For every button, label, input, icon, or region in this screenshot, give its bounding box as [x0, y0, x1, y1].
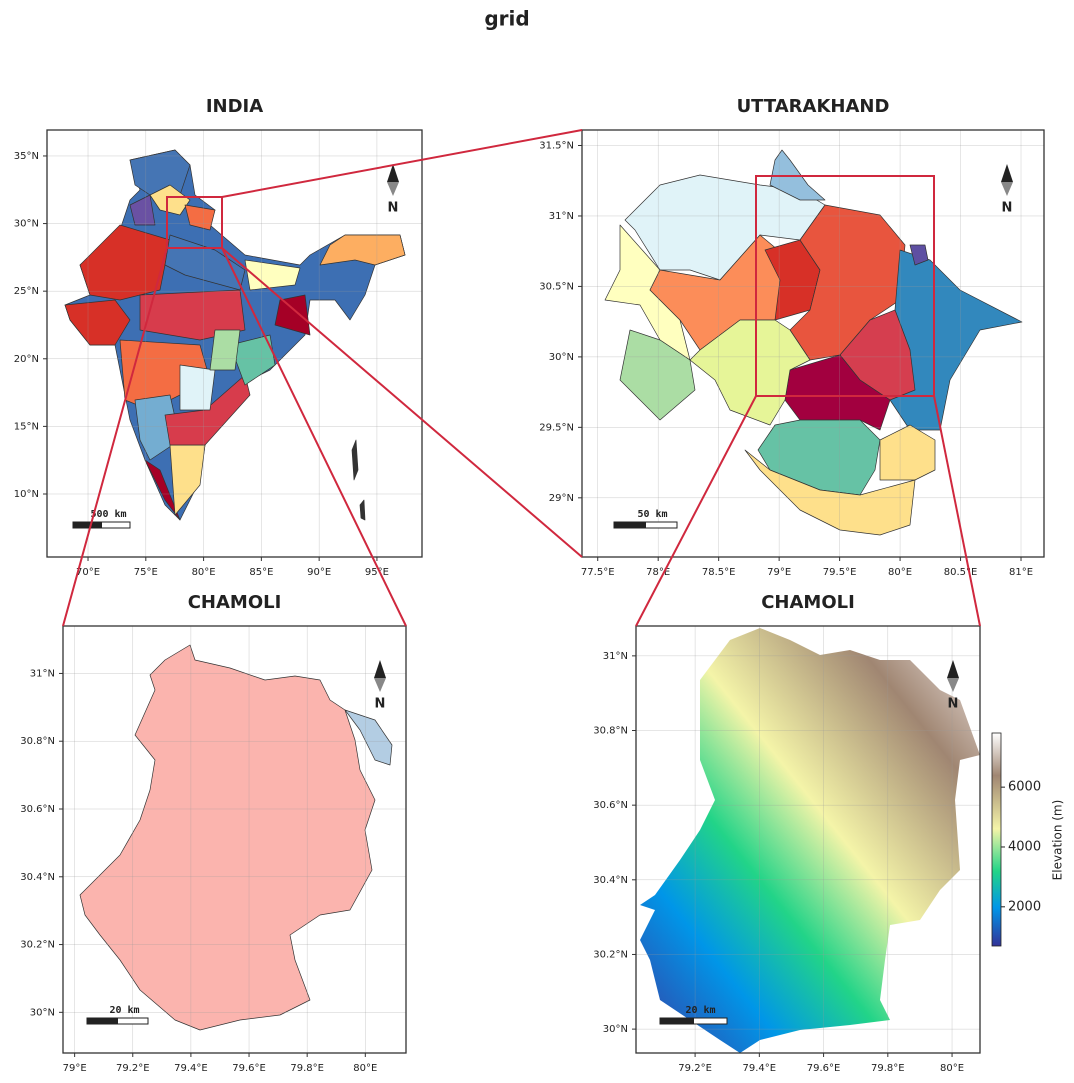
x-tick-label: 79.6°E: [232, 1063, 266, 1074]
x-tick-label: 80°E: [353, 1063, 377, 1074]
y-tick-label: 30.4°N: [20, 872, 55, 883]
panel-title: INDIA: [206, 96, 263, 117]
y-tick-label: 31.5°N: [539, 141, 574, 152]
y-tick-label: 30°N: [14, 219, 39, 230]
india-grid: 70°E 75°E 80°E 85°E 90°E 95°E 10°N 15°N 20°N 25°N…: [14, 96, 423, 578]
x-tick-label: 80°E: [888, 567, 912, 578]
x-tick-label: 85°E: [249, 567, 273, 578]
x-tick-label: 80°E: [192, 567, 216, 578]
scale-bar-light: [117, 1017, 149, 1025]
x-tick-label: 78.5°E: [702, 567, 736, 578]
chamoli-map: [79, 644, 393, 1031]
x-tick-label: 79.4°E: [174, 1063, 208, 1074]
x-tick-label: 75°E: [134, 567, 158, 578]
y-tick-label: 30.8°N: [20, 736, 55, 747]
colorbar-axis: 2000 4000 6000: [1001, 780, 1041, 914]
north-arrow-down: [947, 678, 959, 692]
north-arrow-up: [374, 660, 386, 678]
zoom-indicators: [62, 129, 981, 627]
scale-bar-dark: [72, 521, 102, 529]
x-tick-label: 70°E: [76, 567, 100, 578]
colorbar-tick-label: 6000: [1008, 780, 1041, 795]
y-tick-label: 30.2°N: [593, 949, 628, 960]
y-tick-label: 30.4°N: [593, 875, 628, 886]
panel-title: CHAMOLI: [188, 592, 282, 613]
y-tick-label: 29°N: [549, 493, 574, 504]
frame: [46, 129, 423, 558]
frame: [635, 625, 981, 1054]
x-tick-label: 79.2°E: [678, 1063, 712, 1074]
colorbar: [991, 732, 1002, 947]
chamoli-dem: [640, 628, 980, 1053]
x-tick-label: 90°E: [307, 567, 331, 578]
x-tick-label: 79.6°E: [807, 1063, 841, 1074]
north-arrow-up: [947, 660, 959, 678]
y-tick-label: 30.5°N: [539, 281, 574, 292]
y-tick-label: 20°N: [14, 354, 39, 365]
scale-bar-light: [645, 521, 678, 529]
colorbar-tick-label: 4000: [1008, 839, 1041, 854]
scale-bar-label: 20 km: [109, 1005, 139, 1016]
y-tick-label: 35°N: [14, 151, 39, 162]
india-map: [64, 149, 406, 521]
y-tick-label: 30°N: [549, 352, 574, 363]
colorbar-tick-label: 2000: [1008, 899, 1041, 914]
frame: [62, 625, 407, 1054]
y-tick-label: 31°N: [549, 211, 574, 222]
scale-bar-label: 500 km: [90, 509, 126, 520]
scale-bar-dark: [86, 1017, 118, 1025]
x-tick-label: 80°E: [940, 1063, 964, 1074]
x-tick-label: 79.8°E: [290, 1063, 324, 1074]
north-label: N: [388, 201, 399, 216]
x-tick-label: 95°E: [365, 567, 389, 578]
scale-bar-dark: [659, 1017, 694, 1025]
x-tick-label: 79°E: [63, 1063, 87, 1074]
north-arrow-down: [387, 182, 399, 196]
y-tick-label: 30.6°N: [593, 800, 628, 811]
figure-title: grid: [484, 7, 529, 31]
y-tick-label: 30°N: [30, 1007, 55, 1018]
y-tick-label: 30.8°N: [593, 726, 628, 737]
uttarakhand-map: [604, 149, 1023, 536]
north-arrow-up: [387, 164, 399, 182]
panel-title: CHAMOLI: [761, 592, 855, 613]
y-tick-label: 30.2°N: [20, 940, 55, 951]
x-tick-label: 79.2°E: [116, 1063, 150, 1074]
scale-bar-label: 20 km: [685, 1005, 715, 1016]
y-tick-label: 31°N: [30, 668, 55, 679]
frame: [581, 129, 1045, 558]
y-tick-label: 15°N: [14, 421, 39, 432]
north-label: N: [1002, 201, 1013, 216]
north-label: N: [375, 697, 386, 712]
y-tick-label: 30°N: [603, 1024, 628, 1035]
panel-title: UTTARAKHAND: [737, 96, 890, 117]
y-tick-label: 29.5°N: [539, 422, 574, 433]
x-tick-label: 81°E: [1009, 567, 1033, 578]
x-tick-label: 77.5°E: [581, 567, 615, 578]
x-tick-label: 80.5°E: [944, 567, 978, 578]
y-tick-label: 10°N: [14, 489, 39, 500]
y-tick-label: 25°N: [14, 286, 39, 297]
north-arrow-up: [1001, 164, 1013, 182]
chamoli-grid: 79°E 79.2°E 79.4°E 79.6°E 79.8°E 80°E 30°N 30.2…: [20, 592, 407, 1074]
x-tick-label: 79.4°E: [743, 1063, 777, 1074]
scale-bar-light: [101, 521, 131, 529]
y-tick-label: 30.6°N: [20, 804, 55, 815]
dem-grid: 79.2°E 79.4°E 79.6°E 79.8°E 80°E 30°N 30.2°N 30…: [593, 592, 981, 1074]
north-arrow-down: [374, 678, 386, 692]
x-tick-label: 78°E: [646, 567, 670, 578]
north-arrow-down: [1001, 182, 1013, 196]
x-tick-label: 79.5°E: [823, 567, 857, 578]
colorbar-label: Elevation (m): [1051, 800, 1065, 881]
x-tick-label: 79°E: [767, 567, 791, 578]
x-tick-label: 79.8°E: [871, 1063, 905, 1074]
y-tick-label: 31°N: [603, 651, 628, 662]
scale-bar-dark: [613, 521, 646, 529]
uttarakhand-grid: 77.5°E 78°E 78.5°E 79°E 79.5°E 80°E 80.5°E 81°E…: [539, 96, 1045, 578]
north-label: N: [948, 697, 959, 712]
scale-bar-light: [693, 1017, 728, 1025]
scale-bar-label: 50 km: [637, 509, 667, 520]
